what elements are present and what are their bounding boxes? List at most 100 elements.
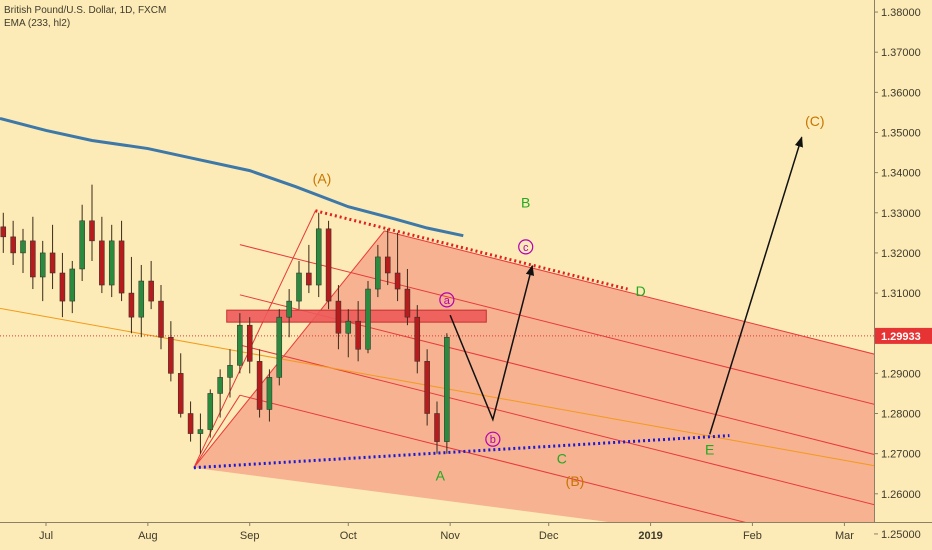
candle-body [10,236,16,254]
wave-label-circle [518,239,534,255]
pitchfork-fill [193,230,874,522]
candle-body [89,220,95,242]
pitchfork-line [239,244,874,405]
y-tick-label: 1.37000 [881,47,921,59]
candle-body [276,316,283,378]
x-tick-label: Nov [440,530,460,542]
candle-body [59,272,66,302]
candle-body [306,272,312,286]
candle-body [20,240,26,254]
candle-body [335,300,342,334]
candle-body [69,268,76,302]
candle-body [237,324,243,366]
y-tick-label: 1.34000 [881,168,921,180]
chart-legend: British Pound/U.S. Dollar, 1D, FXCM EMA … [4,4,166,30]
wave-label: c [523,242,529,254]
y-tick-label: 1.27000 [881,449,921,461]
y-tick-label: 1.26000 [881,489,921,501]
y-tick-label: 1.28000 [881,409,921,421]
candle-body [365,288,371,350]
candle-body [108,240,115,286]
candle-body [0,226,7,238]
projection-arrow [449,264,535,422]
candle-body [217,377,223,394]
wave-label: (A) [313,171,332,187]
wave-label: (C) [805,113,824,129]
y-tick-label: 1.36000 [881,87,921,99]
x-tick-label: Aug [138,530,158,542]
x-tick-label: 2019 [638,530,662,542]
y-tick-label: 1.38000 [881,7,921,19]
x-tick-label: Mar [835,530,854,542]
x-tick-label: Oct [340,530,357,542]
candle-body [128,292,135,318]
candle-body [315,228,322,286]
candle-body [158,300,164,338]
y-tick-label: 1.31000 [881,288,921,300]
candle-body [434,413,440,442]
x-tick-label: Sep [240,530,260,542]
wave-label: D [636,283,646,299]
candle-body [148,280,154,302]
candle-body [168,336,174,374]
candle-body [325,228,332,302]
y-tick-label: 1.25000 [881,529,921,541]
candle-body [266,377,273,410]
pitchfork-line [239,394,746,522]
candle-body [424,361,430,414]
y-tick-label: 1.33000 [881,208,921,220]
candle-body [256,361,263,410]
candle-body [246,324,253,362]
symbol-label: British Pound/U.S. Dollar, 1D, FXCM [4,5,167,16]
candle-body [99,240,105,286]
wave-label: E [705,442,714,458]
indicator-label: EMA (233, hl2) [4,18,71,29]
candle-body [187,413,194,434]
projection-arrow-2 [708,136,803,435]
candle-body [39,252,46,278]
pitchfork-line [239,344,874,506]
candle-body [79,220,85,270]
candle-body [355,320,361,350]
candle-body [394,272,401,290]
ema-line [0,116,464,238]
candle-body [177,373,184,414]
x-tick-label: Feb [743,530,762,542]
candle-body [404,288,411,318]
wave-label-circle [439,292,455,308]
candle-body [375,256,381,290]
y-tick-label: 1.32000 [881,248,921,260]
wave-label: b [490,434,496,446]
wave-label: A [436,467,446,483]
wave-label: B [521,195,530,211]
plot-area: (A) Bc Da b C (B) A E (C) [0,113,874,522]
candle-body [345,320,352,334]
y-tick-label: 1.35000 [881,127,921,139]
candle-body [296,272,302,302]
x-tick-label: Jul [39,530,53,542]
pitchfork-handle-line [193,394,241,468]
wave-label: (B) [566,473,585,489]
candle-body [197,429,204,434]
wave-label-circle [485,431,501,447]
pitchfork-line [384,230,874,355]
pitchfork-handle-line [193,230,385,469]
candle-body [286,300,292,318]
current-price-label: 1.29933 [881,331,921,343]
candle-body [30,240,36,278]
candle-body [414,316,421,362]
candle-body [207,393,214,430]
x-tick-label: Dec [539,530,559,542]
y-tick-label: 1.29000 [881,368,921,380]
orange-trendline [0,307,874,467]
candle-body [49,252,56,274]
resistance-zone [226,309,487,323]
wave-label: C [557,450,567,466]
wave-label: a [444,295,451,307]
candle-body [227,365,233,378]
candle-body [138,280,145,318]
candle-body [384,256,391,274]
candle-body [118,240,125,294]
